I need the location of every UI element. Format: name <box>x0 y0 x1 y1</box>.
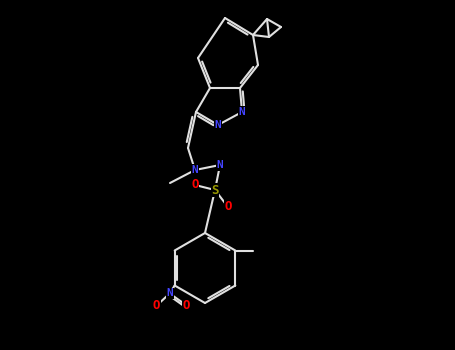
Text: N: N <box>192 165 198 175</box>
Text: S: S <box>211 183 219 196</box>
Text: O: O <box>191 178 199 191</box>
Text: N: N <box>215 120 222 130</box>
Text: O: O <box>153 299 161 312</box>
Text: O: O <box>183 299 191 312</box>
Text: O: O <box>224 201 232 214</box>
Text: N: N <box>238 107 245 117</box>
Text: N: N <box>167 288 173 299</box>
Text: N: N <box>217 160 223 170</box>
